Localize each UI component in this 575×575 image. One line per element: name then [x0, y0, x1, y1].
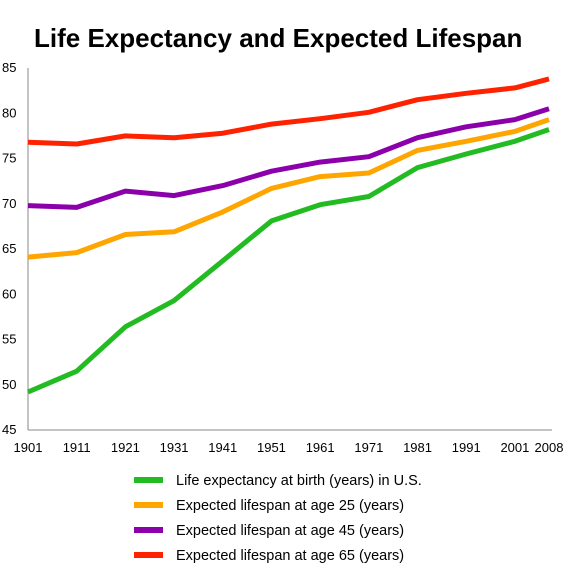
x-tick-label: 1941 — [208, 440, 237, 455]
x-tick-label: 1991 — [452, 440, 481, 455]
x-tick-label: 1951 — [257, 440, 286, 455]
x-tick-label: 1911 — [63, 440, 91, 455]
y-tick-labels: 45 50 55 60 65 70 75 80 85 — [2, 60, 16, 437]
series-line-1 — [27, 127, 550, 395]
x-tick-label: 1901 — [14, 440, 43, 455]
x-tick-label: 1981 — [403, 440, 432, 455]
chart-title: Life Expectancy and Expected Lifespan — [34, 23, 522, 53]
x-tick-label: 1971 — [354, 440, 383, 455]
legend: Life expectancy at birth (years) in U.S.… — [134, 473, 422, 564]
x-tick-labels: 1901 1911 1921 1931 1941 1951 1961 1971 1981 1991… — [14, 440, 564, 455]
y-tick-label: 60 — [2, 286, 16, 301]
series-line-2 — [27, 117, 550, 260]
legend-label: Expected lifespan at age 25 (years) — [176, 498, 404, 514]
y-tick-label: 65 — [2, 241, 16, 256]
y-tick-label: 55 — [2, 332, 16, 347]
y-tick-label: 85 — [2, 60, 16, 75]
y-tick-label: 80 — [2, 105, 16, 120]
legend-label: Expected lifespan at age 45 (years) — [176, 523, 404, 539]
x-tick-label: 2001 — [500, 440, 529, 455]
y-tick-label: 45 — [2, 422, 16, 437]
series-line-4 — [27, 76, 550, 147]
x-tick-label: 1961 — [306, 440, 335, 455]
y-tick-label: 50 — [2, 377, 16, 392]
legend-label: Life expectancy at birth (years) in U.S. — [176, 473, 422, 489]
series-lines — [27, 76, 550, 395]
x-tick-label: 1931 — [160, 440, 189, 455]
y-tick-label: 70 — [2, 196, 16, 211]
y-tick-label: 75 — [2, 151, 16, 166]
legend-label: Expected lifespan at age 65 (years) — [176, 548, 404, 564]
x-tick-label: 2008 — [535, 440, 564, 455]
x-tick-label: 1921 — [111, 440, 140, 455]
series-line-3 — [27, 106, 550, 210]
